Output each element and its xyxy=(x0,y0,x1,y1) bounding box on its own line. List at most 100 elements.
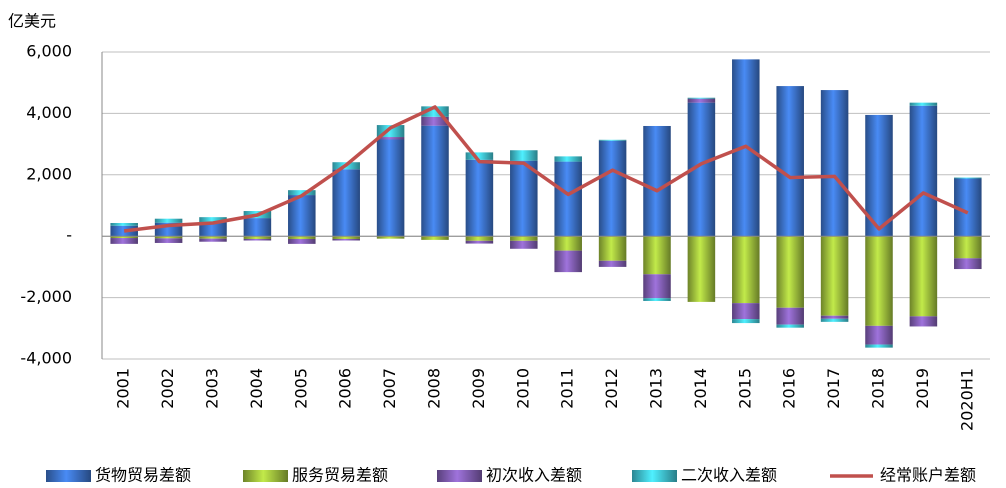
bar xyxy=(643,274,671,299)
legend-label: 初次收入差额 xyxy=(486,466,582,485)
legend-label: 经常账户差额 xyxy=(880,466,976,485)
bar xyxy=(643,236,671,275)
bar xyxy=(554,161,582,237)
bar xyxy=(465,159,494,237)
legend-label: 二次收入差额 xyxy=(681,466,777,485)
x-tick-label: 2012 xyxy=(602,368,621,409)
bar xyxy=(909,105,938,237)
y-tick-label: 2,000 xyxy=(26,164,72,183)
y-tick-label: - xyxy=(66,226,72,245)
bar xyxy=(820,315,849,319)
bar xyxy=(199,217,227,223)
x-tick-label: 2007 xyxy=(380,368,399,409)
bar xyxy=(909,102,938,106)
bar xyxy=(776,324,804,328)
bar xyxy=(288,195,316,237)
legend-label: 服务贸易差额 xyxy=(292,466,388,485)
bar xyxy=(732,319,760,324)
bar xyxy=(154,236,183,239)
bar xyxy=(954,236,982,259)
bar xyxy=(199,236,227,239)
legend-swatch xyxy=(46,470,91,482)
bar xyxy=(110,236,138,239)
bar xyxy=(732,303,760,320)
bar xyxy=(421,116,449,126)
y-tick-label: 6,000 xyxy=(26,42,72,61)
x-tick-label: 2019 xyxy=(913,368,932,409)
bar xyxy=(598,140,627,237)
legend-swatch xyxy=(243,470,288,482)
bar xyxy=(820,236,849,316)
bar xyxy=(510,236,538,241)
bar xyxy=(776,236,804,308)
bar xyxy=(243,236,272,239)
bar xyxy=(820,318,849,322)
y-axis-label: 亿美元 xyxy=(8,12,56,31)
x-tick-label: 2011 xyxy=(558,368,577,409)
x-tick-label: 2006 xyxy=(336,368,355,409)
bar xyxy=(421,236,449,240)
bar xyxy=(288,236,316,239)
bar xyxy=(598,236,627,261)
bar xyxy=(154,238,183,243)
bar xyxy=(243,238,272,241)
y-tick-label: -4,000 xyxy=(20,349,72,368)
bar xyxy=(332,169,360,237)
bar xyxy=(732,236,760,304)
legend-swatch xyxy=(632,470,677,482)
bar xyxy=(909,316,938,327)
bar xyxy=(598,139,627,141)
bar xyxy=(243,218,272,237)
bar xyxy=(510,150,538,161)
bar xyxy=(776,307,804,325)
legend-swatch xyxy=(437,470,482,482)
bar xyxy=(465,240,494,244)
y-tick-label: 4,000 xyxy=(26,103,72,122)
x-tick-label: 2005 xyxy=(291,368,310,409)
bar xyxy=(687,97,716,99)
bar xyxy=(376,125,405,138)
x-tick-label: 2010 xyxy=(513,368,532,409)
x-tick-label: 2015 xyxy=(735,368,754,409)
x-tick-label: 2003 xyxy=(203,368,222,409)
bar xyxy=(865,236,893,326)
x-tick-label: 2020H1 xyxy=(957,368,976,431)
x-tick-label: 2014 xyxy=(691,368,710,409)
bar xyxy=(554,250,582,273)
x-tick-label: 2009 xyxy=(469,368,488,409)
x-tick-label: 2004 xyxy=(247,368,266,409)
bar xyxy=(332,238,360,241)
bar xyxy=(376,236,405,239)
bar xyxy=(865,325,893,345)
bar xyxy=(110,222,138,226)
bar xyxy=(465,152,494,160)
bar xyxy=(687,98,716,103)
bar xyxy=(376,137,405,140)
bar xyxy=(643,125,671,237)
bar xyxy=(954,258,982,270)
line xyxy=(123,105,969,233)
bar xyxy=(687,236,716,302)
bar xyxy=(421,106,449,117)
bar xyxy=(288,190,316,196)
y-tick-label: -2,000 xyxy=(20,287,72,306)
bar xyxy=(909,236,938,317)
x-tick-label: 2018 xyxy=(869,368,888,409)
bar xyxy=(510,240,538,249)
bar xyxy=(954,177,982,179)
bar xyxy=(865,344,893,348)
x-tick-label: 2016 xyxy=(780,368,799,409)
bar xyxy=(199,222,227,237)
bar xyxy=(820,90,849,237)
bar xyxy=(643,298,671,301)
bar xyxy=(554,236,582,251)
bar xyxy=(110,238,138,244)
bar xyxy=(598,260,627,267)
bar xyxy=(776,86,804,237)
bar xyxy=(465,236,494,241)
bar xyxy=(421,125,449,237)
x-tick-label: 2001 xyxy=(114,368,133,409)
x-tick-label: 2013 xyxy=(647,368,666,409)
x-tick-label: 2002 xyxy=(158,368,177,409)
